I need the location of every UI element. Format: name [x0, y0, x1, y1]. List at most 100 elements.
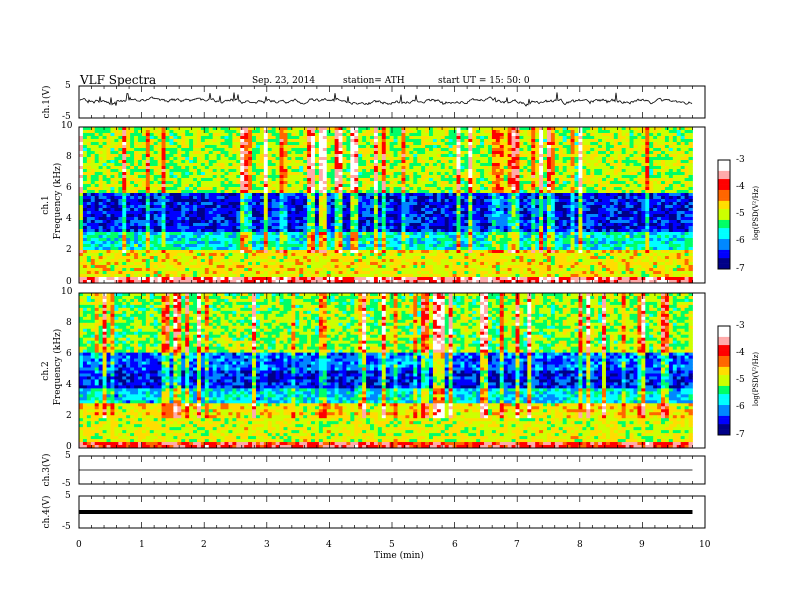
spectrogram-cell	[271, 139, 277, 143]
spectrogram-cell	[586, 136, 591, 140]
spectrogram-cell	[393, 145, 398, 149]
spectrogram-cell	[134, 184, 139, 188]
spectrogram-cell	[574, 148, 579, 152]
spectrogram-cell	[189, 169, 194, 173]
spectrogram-cell	[216, 178, 221, 182]
spectrogram-cell	[448, 130, 453, 134]
spectrogram-cell	[189, 205, 194, 209]
spectrogram-cell	[381, 202, 387, 206]
spectrogram-cell	[393, 205, 398, 209]
spectrogram-cell	[523, 154, 528, 158]
spectrogram-cell	[570, 148, 575, 152]
spectrogram-cell	[570, 214, 575, 218]
spectrogram-cell	[149, 139, 155, 143]
spectrogram-cell	[590, 187, 595, 191]
spectrogram-cell	[436, 130, 442, 134]
spectrogram-cell	[338, 187, 343, 191]
spectrogram-cell	[676, 151, 682, 155]
spectrogram-cell	[216, 184, 221, 188]
spectrogram-cell	[523, 196, 528, 200]
spectrogram-cell	[472, 181, 477, 185]
spectrogram-cell	[110, 136, 115, 140]
spectrogram-cell	[664, 214, 670, 218]
spectrogram-cell	[637, 166, 642, 170]
spectrogram-cell	[307, 127, 312, 131]
spectrogram-cell	[550, 139, 556, 143]
spectrogram-cell	[574, 166, 579, 170]
spectrogram-cell	[358, 130, 363, 134]
spectrogram-cell	[519, 148, 524, 152]
spectrogram-cell	[401, 172, 406, 176]
spectrogram-cell	[240, 175, 245, 179]
spectrogram-cell	[275, 151, 280, 155]
spectrogram-cell	[645, 166, 650, 170]
spectrogram-cell	[472, 184, 477, 188]
spectrogram-cell	[220, 190, 225, 194]
spectrogram-cell	[98, 178, 103, 182]
spectrogram-cell	[314, 172, 320, 176]
spectrogram-cell	[578, 208, 583, 212]
spectrogram-cell	[79, 199, 84, 203]
spectrogram-cell	[602, 211, 607, 215]
spectrogram-cell	[185, 178, 190, 182]
spectrogram-cell	[657, 163, 662, 167]
spectrogram-cell	[326, 217, 332, 221]
spectrogram-cell	[480, 199, 485, 203]
spectrogram-cell	[515, 175, 520, 179]
spectrogram-cell	[381, 145, 387, 149]
spectrogram-cell	[661, 145, 666, 149]
spectrogram-cell	[578, 211, 583, 215]
spectrogram-cell	[546, 211, 552, 215]
spectrogram-cell	[322, 172, 328, 176]
spectrogram-cell	[590, 130, 595, 134]
spectrogram-cell	[495, 220, 501, 224]
spectrogram-cell	[114, 190, 119, 194]
spectrogram-cell	[609, 139, 615, 143]
spectrogram-cell	[244, 154, 249, 158]
spectrogram-cell	[429, 163, 434, 167]
spectrogram-cell	[511, 211, 516, 215]
spectrogram-cell	[318, 181, 324, 185]
spectrogram-cell	[370, 205, 375, 209]
spectrogram-cell	[122, 193, 127, 197]
spectrogram-cell	[393, 154, 398, 158]
spectrogram-cell	[377, 172, 383, 176]
spectrogram-cell	[228, 163, 233, 167]
spectrogram-cell	[236, 166, 241, 170]
spectrogram-cell	[641, 181, 646, 185]
spectrogram-cell	[232, 163, 237, 167]
spectrogram-cell	[291, 151, 296, 155]
spectrogram-cell	[370, 151, 375, 155]
spectrogram-cell	[267, 181, 273, 185]
spectrogram-cell	[417, 184, 422, 188]
spectrogram-cell	[487, 130, 493, 134]
spectrogram-cell	[275, 193, 280, 197]
spectrogram-cell	[413, 166, 418, 170]
spectrogram-cell	[472, 220, 477, 224]
spectrogram-cell	[271, 163, 277, 167]
spectrogram-cell	[609, 187, 615, 191]
spectrogram-cell	[216, 199, 221, 203]
spectrogram-cell	[181, 205, 186, 209]
spectrogram-cell	[385, 208, 391, 212]
spectrogram-cell	[464, 148, 469, 152]
spectrogram-cell	[468, 169, 473, 173]
spectrogram-cell	[546, 154, 552, 158]
spectrogram-cell	[550, 151, 556, 155]
spectrogram-cell	[102, 193, 107, 197]
spectrogram-cell	[605, 211, 611, 215]
spectrogram-cell	[641, 139, 646, 143]
spectrogram-cell	[366, 202, 371, 206]
spectrogram-cell	[236, 142, 241, 146]
spectrogram-cell	[464, 136, 469, 140]
spectrogram-cell	[393, 166, 398, 170]
spectrogram-cell	[169, 172, 174, 176]
spectrogram-cell	[204, 208, 210, 212]
spectrogram-cell	[653, 214, 658, 218]
spectrogram-cell	[358, 169, 363, 173]
spectrogram-cell	[637, 205, 642, 209]
spectrogram-cell	[82, 172, 88, 176]
spectrogram-cell	[535, 175, 540, 179]
spectrogram-cell	[189, 178, 194, 182]
spectrogram-cell	[122, 130, 127, 134]
